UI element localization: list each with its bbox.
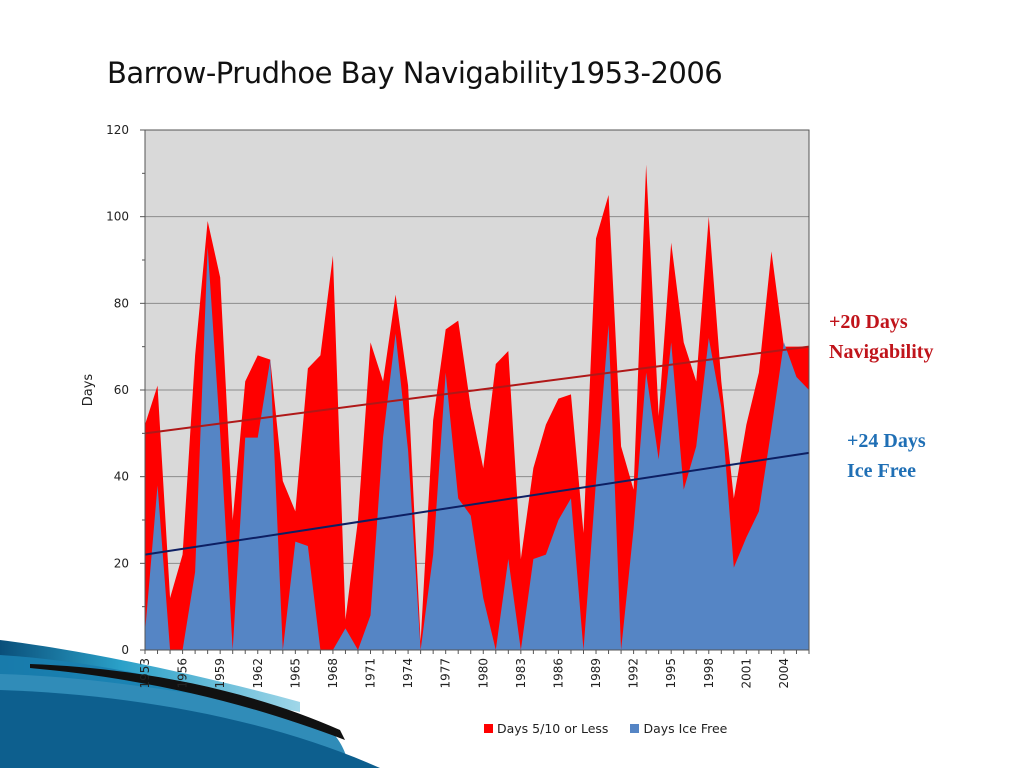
legend-label-days-5-10: Days 5/10 or Less bbox=[497, 721, 609, 736]
x-tick-label-1977: 1977 bbox=[439, 658, 453, 689]
x-tick-label-1992: 1992 bbox=[627, 658, 641, 689]
navigability-annotation-line2: Navigability bbox=[829, 341, 934, 363]
x-tick-label-1995: 1995 bbox=[664, 658, 678, 689]
x-tick-label-2001: 2001 bbox=[739, 658, 753, 689]
legend-item-ice-free: Days Ice Free bbox=[630, 721, 727, 736]
x-tick-label-1965: 1965 bbox=[288, 658, 302, 689]
icefree-annotation-line2: Ice Free bbox=[847, 460, 917, 482]
x-tick-label-1968: 1968 bbox=[326, 658, 340, 689]
x-tick-label-1986: 1986 bbox=[551, 658, 565, 689]
y-tick-label-100: 100 bbox=[106, 210, 129, 224]
trendline-ice-free bbox=[144, 451, 810, 556]
y-axis-title: Days bbox=[81, 374, 96, 407]
x-tick-label-2004: 2004 bbox=[777, 658, 791, 689]
chart-legend: Days 5/10 or Less Days Ice Free bbox=[484, 721, 749, 736]
y-tick-label-0: 0 bbox=[121, 643, 129, 657]
y-tick-label-120: 120 bbox=[106, 123, 129, 137]
y-tick-label-20: 20 bbox=[114, 556, 129, 570]
x-tick-label-1971: 1971 bbox=[364, 658, 378, 689]
icefree-trend-annotation: +24 Days Ice Free bbox=[847, 426, 926, 486]
y-tick-label-60: 60 bbox=[114, 383, 129, 397]
x-tick-label-1998: 1998 bbox=[702, 658, 716, 689]
x-tick-label-1953: 1953 bbox=[138, 658, 152, 689]
navigability-trend-annotation: +20 Days Navigability bbox=[829, 307, 933, 367]
legend-label-ice-free: Days Ice Free bbox=[643, 721, 728, 736]
x-tick-label-1980: 1980 bbox=[476, 658, 490, 689]
navigability-annotation-line1: +20 Days bbox=[829, 311, 908, 333]
area-days-ice-free bbox=[145, 247, 809, 650]
icefree-annotation-line1: +24 Days bbox=[847, 430, 926, 452]
trendline-navigability bbox=[144, 345, 810, 435]
x-tick-label-1956: 1956 bbox=[176, 658, 190, 689]
y-tick-label-40: 40 bbox=[114, 470, 129, 484]
x-tick-label-1989: 1989 bbox=[589, 658, 603, 689]
legend-item-days-5-10: Days 5/10 or Less bbox=[484, 721, 608, 736]
x-tick-label-1983: 1983 bbox=[514, 658, 528, 689]
x-tick-label-1959: 1959 bbox=[213, 658, 227, 689]
slide-title: Barrow-Prudhoe Bay Navigability1953-2006 bbox=[107, 56, 723, 90]
legend-swatch-blue bbox=[630, 724, 640, 733]
x-tick-label-1962: 1962 bbox=[251, 658, 265, 689]
x-tick-label-1974: 1974 bbox=[401, 658, 415, 689]
y-tick-label-80: 80 bbox=[114, 296, 129, 310]
legend-swatch-red bbox=[484, 724, 493, 733]
